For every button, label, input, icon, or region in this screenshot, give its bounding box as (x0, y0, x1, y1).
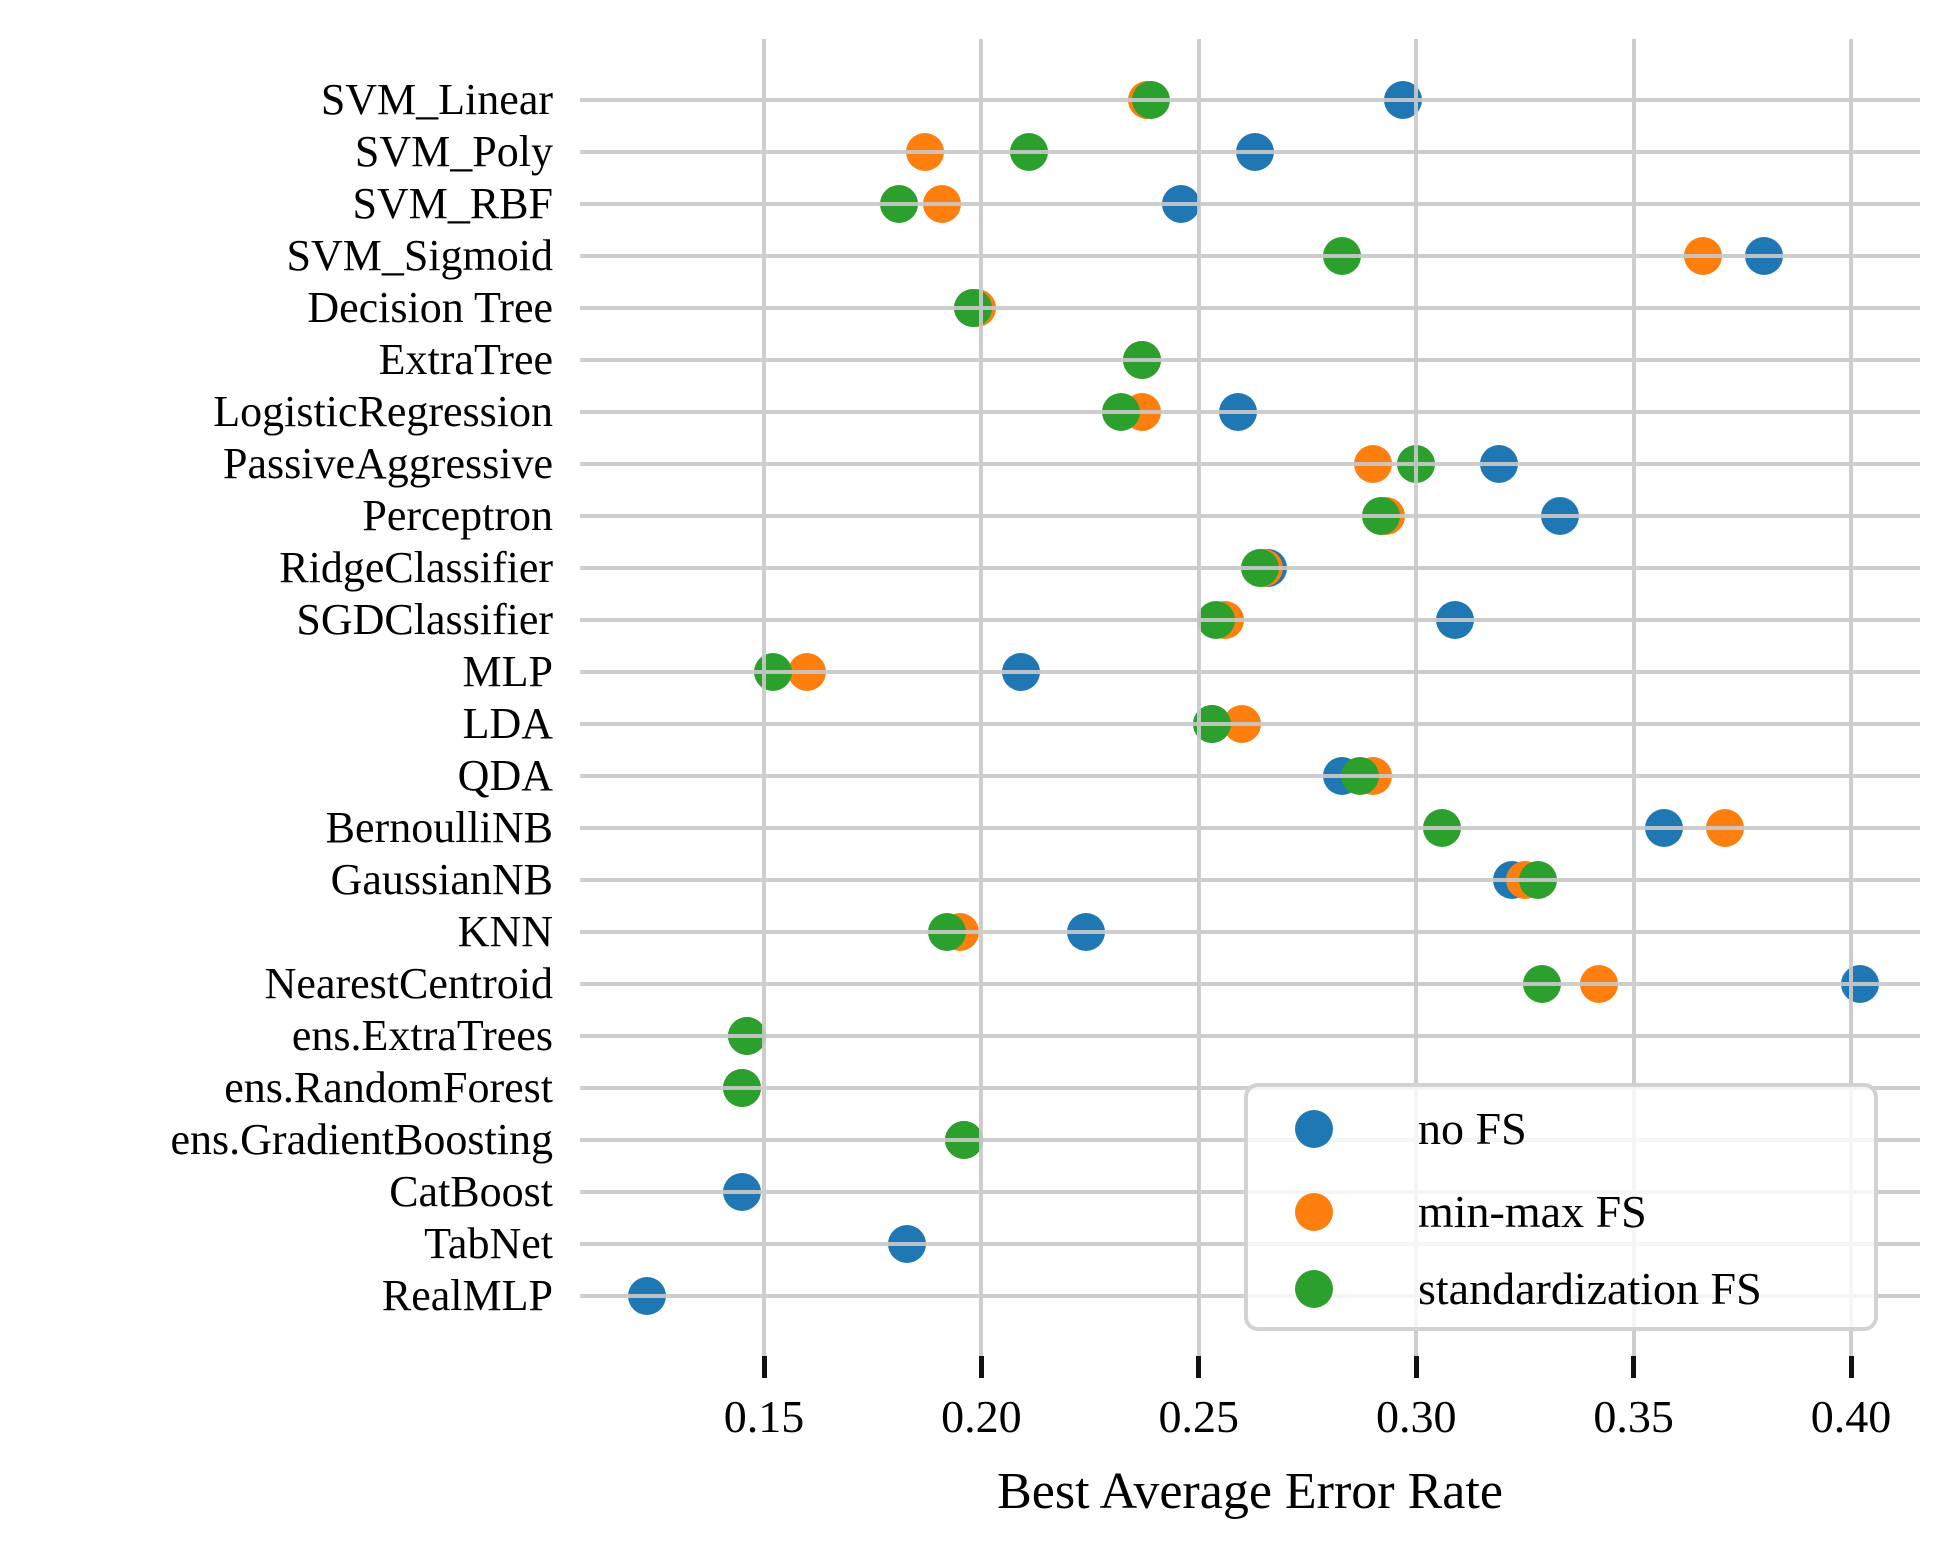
y-tick-label: Perceptron (362, 491, 553, 540)
horizontal-gridline (580, 254, 1920, 258)
legend-entry-standardization-fs: standardization FS (1248, 1263, 1874, 1314)
y-tick-label: SVM_Sigmoid (286, 231, 553, 280)
horizontal-gridline (580, 930, 1920, 934)
horizontal-gridline (580, 514, 1920, 518)
y-tick-label: MLP (462, 647, 553, 696)
y-tick-label: GaussianNB (330, 855, 553, 904)
legend-label: no FS (1418, 1103, 1527, 1154)
x-tick-mark (978, 1356, 984, 1378)
vertical-gridline (979, 39, 984, 1356)
vertical-gridline (1414, 39, 1419, 1356)
legend-label: standardization FS (1418, 1263, 1762, 1314)
y-tick-label: ens.GradientBoosting (170, 1115, 553, 1164)
legend-marker-no-fs-icon (1295, 1110, 1333, 1148)
y-tick-label: ExtraTree (378, 335, 553, 384)
y-tick-label: TabNet (424, 1219, 553, 1268)
legend-label: min-max FS (1418, 1186, 1647, 1237)
horizontal-gridline (580, 618, 1920, 622)
horizontal-gridline (580, 98, 1920, 102)
y-tick-label: NearestCentroid (264, 959, 553, 1008)
y-tick-label: PassiveAggressive (223, 439, 553, 488)
horizontal-gridline (580, 982, 1920, 986)
legend-entry-minmax-fs: min-max FS (1248, 1186, 1874, 1237)
horizontal-gridline (580, 150, 1920, 154)
horizontal-gridline (580, 722, 1920, 726)
x-tick-label: 0.30 (1375, 1391, 1457, 1442)
horizontal-gridline (580, 566, 1920, 570)
horizontal-gridline (580, 202, 1920, 206)
horizontal-gridline (580, 774, 1920, 778)
x-tick-mark (1848, 1356, 1854, 1378)
horizontal-gridline (580, 826, 1920, 830)
x-tick-mark (1413, 1356, 1419, 1378)
x-tick-label: 0.20 (941, 1391, 1022, 1442)
x-tick-label: 0.35 (1593, 1391, 1674, 1442)
horizontal-gridline (580, 670, 1920, 674)
x-tick-mark (1631, 1356, 1637, 1378)
legend-box: no FS min-max FS standardization FS (1244, 1083, 1878, 1331)
legend-marker-minmax-fs-icon (1295, 1193, 1333, 1231)
y-axis-labels: SVM_Linear SVM_Poly SVM_RBF SVM_Sigmoid Deci… (0, 39, 553, 1356)
legend-entry-no-fs: no FS (1248, 1103, 1874, 1154)
horizontal-gridline (580, 1034, 1920, 1038)
x-tick-label: 0.25 (1158, 1391, 1240, 1442)
x-tick-mark (761, 1356, 767, 1378)
y-tick-label: Decision Tree (307, 283, 553, 332)
vertical-gridline (1849, 39, 1853, 1356)
x-tick-label: 0.40 (1810, 1391, 1892, 1442)
horizontal-gridline (580, 878, 1920, 882)
vertical-gridline (1196, 39, 1201, 1356)
x-axis-title: Best Average Error Rate (997, 1463, 1503, 1520)
y-tick-label: ens.ExtraTrees (291, 1011, 553, 1060)
y-tick-label: RealMLP (381, 1271, 553, 1320)
y-tick-label: SVM_RBF (352, 179, 553, 228)
x-tick-mark (1196, 1356, 1202, 1378)
y-tick-label: KNN (457, 907, 553, 956)
legend-marker-standardization-fs-icon (1295, 1270, 1333, 1308)
y-tick-label: SVM_Linear (320, 75, 553, 124)
y-tick-label: LDA (462, 699, 553, 748)
y-tick-label: SGDClassifier (296, 595, 553, 644)
x-tick-label: 0.15 (723, 1391, 805, 1442)
horizontal-gridline (580, 410, 1920, 414)
y-tick-label: BernoulliNB (325, 803, 553, 852)
y-tick-label: RidgeClassifier (279, 543, 553, 592)
y-tick-label: CatBoost (389, 1167, 553, 1216)
y-tick-label: QDA (457, 751, 553, 800)
horizontal-gridline (580, 462, 1920, 466)
y-tick-label: SVM_Poly (354, 127, 553, 176)
vertical-gridline (1631, 39, 1636, 1356)
y-tick-label: LogisticRegression (213, 387, 553, 436)
horizontal-gridline (580, 306, 1920, 310)
y-tick-label: ens.RandomForest (224, 1063, 553, 1112)
horizontal-gridline (580, 358, 1920, 362)
vertical-gridline (762, 39, 766, 1356)
